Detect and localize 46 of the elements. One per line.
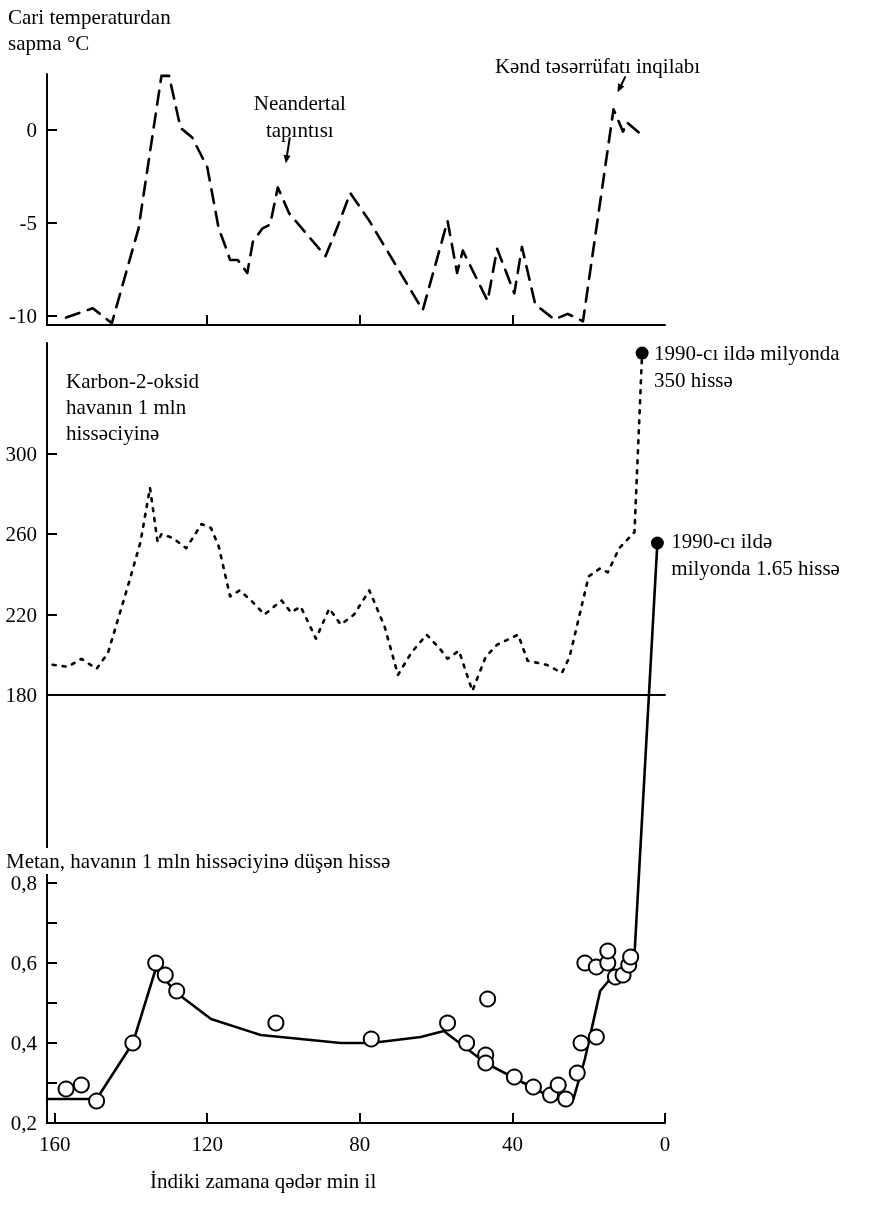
y-tick-label: -5 xyxy=(19,210,37,235)
annotation: 1990-cı ildə milyonda 350 hissə xyxy=(654,340,841,392)
point xyxy=(439,1014,457,1032)
annotation: Kənd təsərrüfatı inqilabı xyxy=(494,53,701,78)
point xyxy=(168,982,186,1000)
y-tick-label: 260 xyxy=(5,522,37,547)
point xyxy=(622,948,640,966)
y-axis-title: Karbon-2-oksid havanın 1 mln hissəciyinə xyxy=(66,369,200,445)
x-tick-label: 40 xyxy=(501,1131,523,1156)
point xyxy=(88,1092,106,1110)
point xyxy=(362,1030,380,1048)
x-tick-label: 120 xyxy=(191,1131,223,1156)
y-tick-label: 300 xyxy=(5,441,37,466)
y-tick-label: 0,2 xyxy=(10,1111,37,1135)
point xyxy=(458,1034,476,1052)
x-tick-label: 160 xyxy=(38,1131,71,1156)
annotation: 1990-cı ildə milyonda 1.65 hissə xyxy=(671,528,840,580)
point xyxy=(57,1080,75,1098)
point xyxy=(479,990,497,1008)
point xyxy=(549,1076,567,1094)
y-axis-title: Cari temperaturdan sapma °C xyxy=(8,5,172,55)
y-axis-title: Metan, havanın 1 mln hissəciyinə düşən hissə xyxy=(6,849,391,873)
point xyxy=(572,1034,590,1052)
x-tick-label: 80 xyxy=(349,1131,371,1156)
point xyxy=(124,1034,142,1052)
point xyxy=(477,1054,495,1072)
point xyxy=(587,1028,605,1046)
y-tick-label: -10 xyxy=(9,303,37,328)
x-axis-title: İndiki zamana qədər min il xyxy=(150,1168,377,1193)
y-tick-label: 0 xyxy=(26,117,37,142)
point xyxy=(156,966,174,984)
point xyxy=(72,1076,90,1094)
point xyxy=(267,1014,285,1032)
y-tick-label: 0,6 xyxy=(10,951,37,975)
point xyxy=(599,942,617,960)
point xyxy=(147,954,165,972)
point xyxy=(568,1064,586,1082)
x-tick-label: 0 xyxy=(659,1131,671,1156)
point xyxy=(505,1068,523,1086)
point xyxy=(557,1090,575,1108)
y-tick-label: 0,8 xyxy=(10,871,37,895)
point xyxy=(524,1078,542,1096)
y-tick-label: 0,4 xyxy=(10,1031,38,1055)
y-tick-label: 180 xyxy=(5,683,37,707)
annotation: Neandertal tapıntısı xyxy=(253,90,347,142)
y-tick-label: 220 xyxy=(5,602,37,627)
